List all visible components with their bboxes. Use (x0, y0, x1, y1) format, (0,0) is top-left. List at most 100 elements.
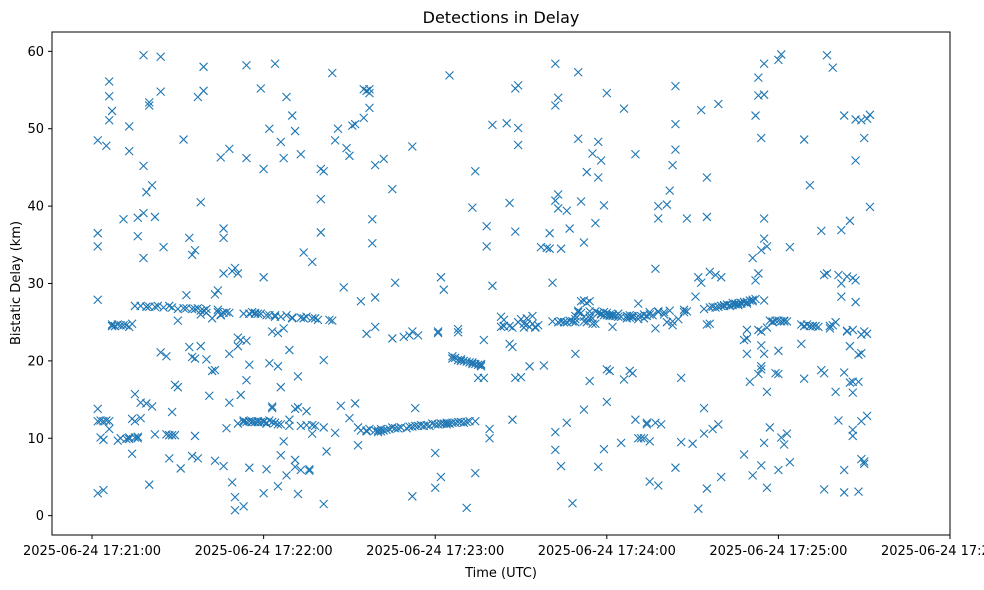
y-tick-label: 60 (27, 45, 44, 60)
data-point (259, 488, 269, 498)
data-point (93, 404, 103, 414)
data-point (756, 341, 766, 350)
data-point (553, 204, 563, 213)
data-point (645, 436, 655, 446)
data-point (845, 341, 855, 351)
data-point (754, 269, 763, 278)
data-point (101, 416, 111, 425)
data-point (862, 329, 872, 339)
data-point (267, 403, 277, 413)
data-point (164, 301, 174, 311)
data-point (748, 295, 758, 305)
data-point (754, 325, 763, 335)
data-point (530, 322, 540, 332)
data-point (862, 411, 872, 421)
data-point (267, 402, 277, 411)
data-point (605, 310, 615, 319)
y-tick-label: 40 (27, 200, 44, 215)
data-point (856, 115, 866, 125)
data-point (759, 438, 769, 448)
data-point (822, 50, 832, 60)
data-point (619, 375, 629, 384)
data-point (645, 477, 655, 486)
data-point (202, 304, 211, 314)
data-point (636, 433, 646, 443)
data-point (262, 464, 271, 474)
data-point (230, 492, 240, 502)
data-point (267, 417, 277, 427)
data-point (468, 358, 477, 367)
data-point (242, 60, 251, 70)
data-point (739, 450, 749, 459)
data-point (759, 296, 769, 305)
data-point (182, 290, 191, 300)
data-point (179, 303, 188, 313)
data-point (130, 416, 140, 426)
data-point (513, 140, 523, 150)
data-point (439, 285, 449, 295)
data-point (510, 227, 520, 237)
data-point (865, 110, 875, 120)
data-point (762, 483, 772, 493)
data-point (528, 311, 537, 321)
data-point (222, 423, 231, 433)
data-point (593, 173, 603, 182)
data-point (765, 423, 775, 432)
data-point (756, 245, 766, 255)
data-point (230, 263, 240, 273)
data-point (367, 214, 377, 224)
data-point (187, 250, 197, 260)
data-point (121, 320, 131, 330)
data-point (264, 124, 274, 134)
data-point (505, 321, 514, 331)
data-point (796, 339, 806, 349)
data-point (330, 135, 340, 145)
y-tick-label: 10 (27, 432, 44, 447)
data-point (310, 421, 320, 431)
data-point (653, 214, 663, 223)
data-point (651, 264, 660, 274)
data-point (305, 464, 314, 474)
data-point (485, 433, 494, 443)
data-point (713, 419, 723, 429)
data-point (462, 417, 472, 427)
data-point (139, 253, 148, 263)
data-point (262, 310, 271, 320)
data-point (307, 313, 317, 323)
data-point (405, 330, 414, 340)
data-point (93, 295, 103, 305)
data-point (93, 241, 103, 251)
data-point (147, 402, 157, 411)
data-point (305, 466, 314, 476)
data-point (642, 418, 652, 428)
data-point (459, 356, 469, 366)
data-point (333, 124, 343, 134)
data-point (545, 244, 555, 254)
data-point (256, 84, 266, 93)
data-point (476, 361, 486, 371)
data-point (147, 180, 157, 190)
data-point (842, 327, 852, 336)
x-tick-label: 2025-06-24 17:26:00 (881, 544, 984, 559)
data-point (447, 354, 457, 363)
data-point (559, 317, 569, 327)
data-point (302, 312, 311, 322)
data-point (184, 342, 194, 352)
data-point (313, 315, 323, 325)
y-tick-label: 30 (27, 277, 44, 292)
data-point (588, 319, 597, 329)
data-point (442, 419, 452, 429)
data-point (774, 465, 783, 475)
data-point (799, 374, 809, 384)
data-point (836, 225, 846, 235)
data-point (568, 498, 577, 508)
data-point (276, 137, 286, 147)
data-point (282, 92, 291, 102)
data-point (319, 499, 329, 509)
data-point (370, 293, 380, 302)
data-point (173, 382, 183, 392)
data-point (671, 145, 680, 155)
data-point (244, 463, 254, 473)
data-point (290, 455, 300, 465)
